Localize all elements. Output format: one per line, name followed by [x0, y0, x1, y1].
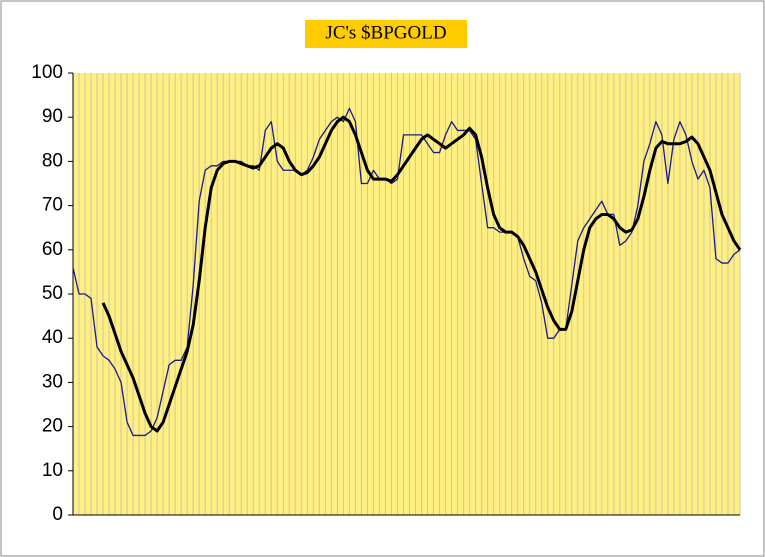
y-tick-label: 80 — [42, 150, 63, 171]
y-tick-label: 60 — [42, 239, 63, 260]
y-tick-label: 90 — [42, 106, 63, 127]
series-line — [101, 115, 742, 433]
y-tick-label: 40 — [42, 327, 63, 348]
y-tick-label: 20 — [42, 416, 63, 437]
y-tick-label: 70 — [42, 195, 63, 216]
series-line — [72, 107, 741, 437]
chart-title: JC's $BPGOLD — [325, 22, 446, 43]
y-tick-label: 10 — [42, 460, 63, 481]
y-tick-label: 100 — [31, 62, 63, 83]
y-tick-label: 50 — [42, 283, 63, 304]
y-tick-label: 0 — [52, 504, 63, 525]
plot-area — [73, 73, 740, 515]
y-tick-label: 30 — [42, 371, 63, 392]
title-box — [305, 20, 467, 48]
